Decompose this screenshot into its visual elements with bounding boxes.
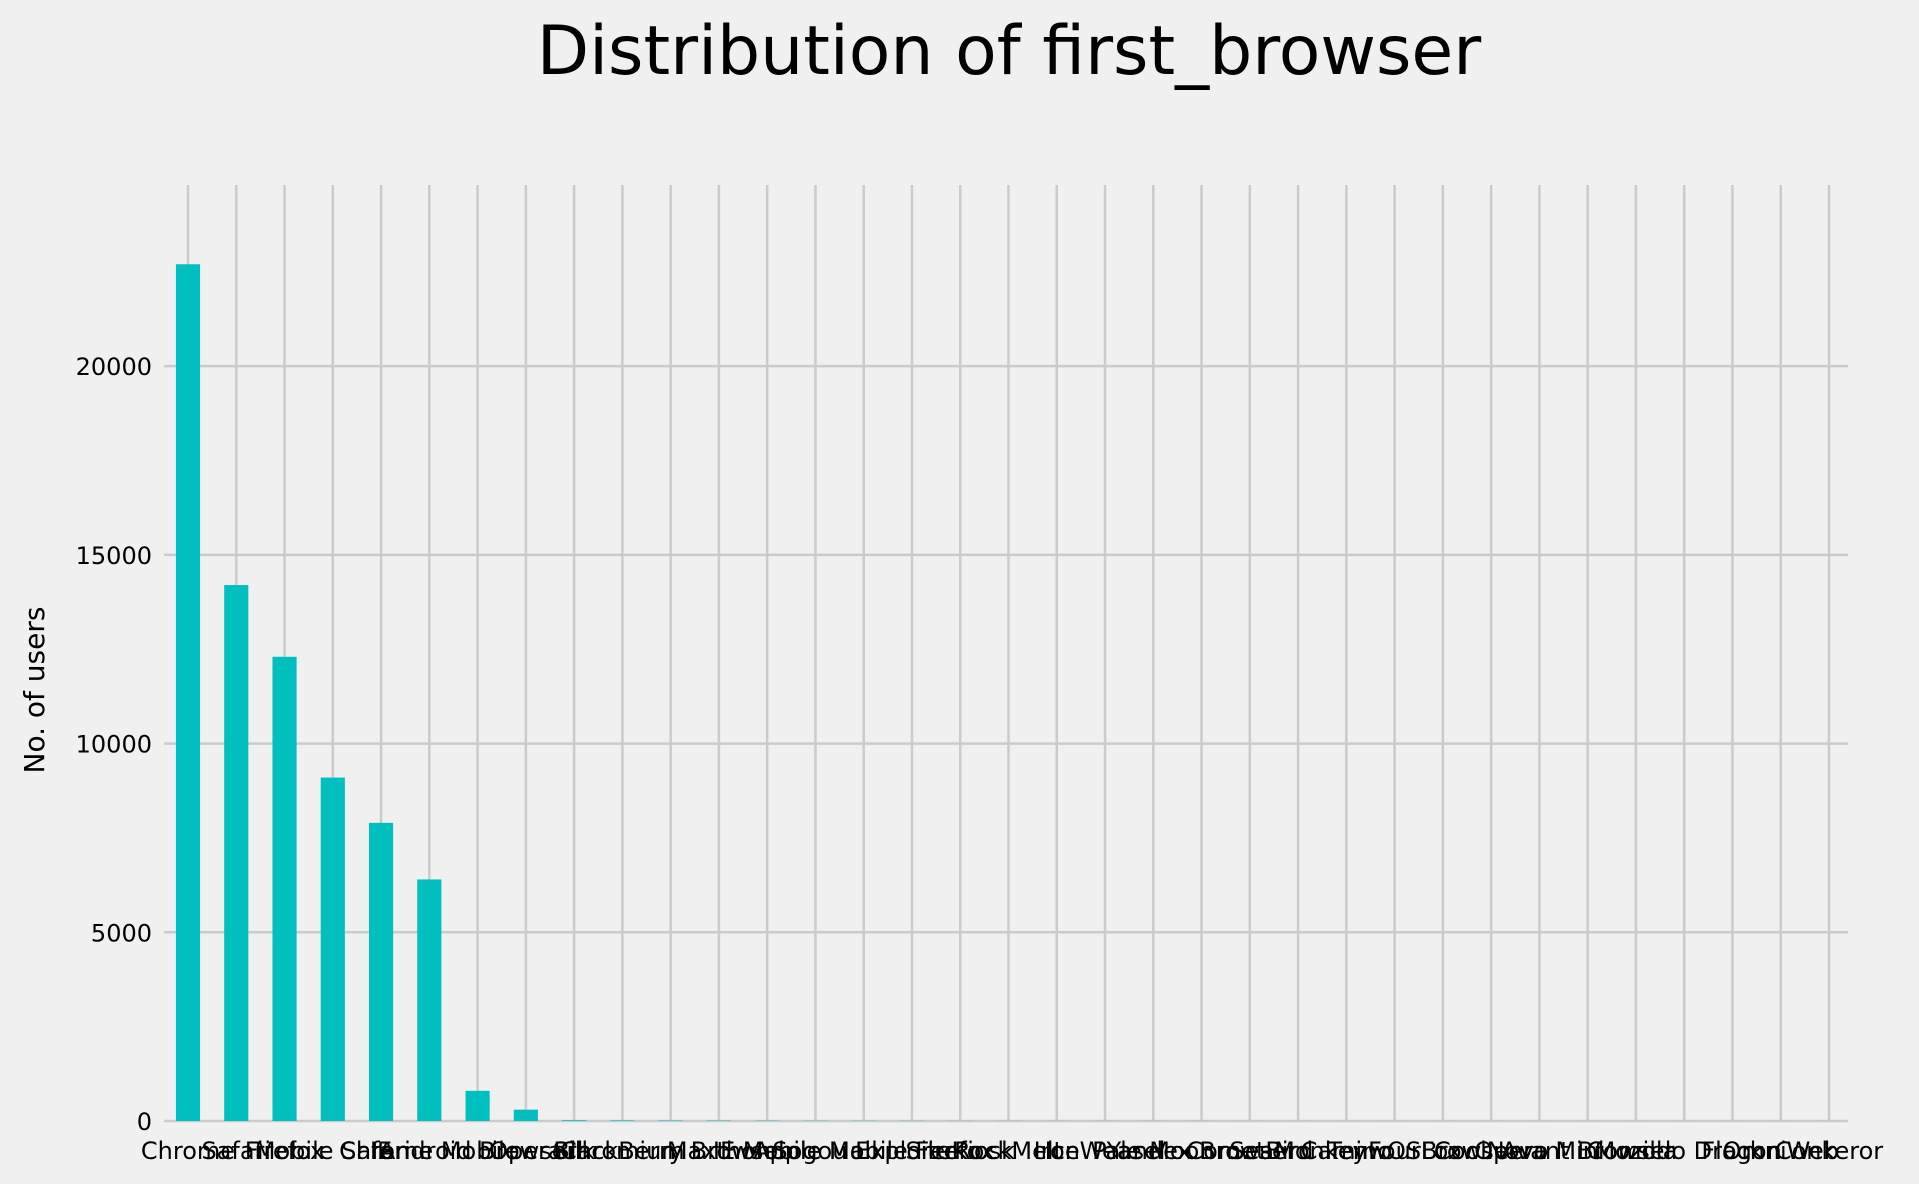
- bar-chrome: [175, 264, 201, 1121]
- x-tick-label: Mobile Firefox: [829, 1137, 995, 1165]
- x-tick-label: wOSBrowser: [1367, 1137, 1518, 1165]
- x-tick-label: Sogou Explorer: [772, 1137, 955, 1165]
- bars: [175, 264, 1842, 1121]
- x-tick-label: Safari: [201, 1137, 271, 1165]
- x-tick-label: Flock: [1701, 1137, 1763, 1165]
- x-tick-label: Chromium: [560, 1137, 685, 1165]
- x-tick-label: TenFourFox: [1326, 1137, 1461, 1165]
- y-tick-labels: 0 5000 10000 15000 20000: [76, 353, 152, 1136]
- x-tick-label: IceWeasel: [1045, 1137, 1166, 1165]
- x-tick-label: OmniWeb: [1722, 1137, 1838, 1165]
- x-tick-label: BlackBerry Browser: [553, 1137, 788, 1165]
- grid-lines: [164, 185, 1848, 1123]
- x-tick-label: SeaMonkey: [1229, 1137, 1366, 1165]
- x-tick-label: Yandex.Browser: [1106, 1137, 1297, 1165]
- x-tick-label: CoolNovo: [1434, 1137, 1548, 1165]
- bar-firefox: [272, 656, 297, 1121]
- bar-android-browser: [465, 1090, 490, 1121]
- bar-chrome-mobile: [417, 879, 442, 1121]
- y-tick-label: 15000: [76, 542, 152, 570]
- x-tick-label: Mozilla: [1595, 1137, 1678, 1165]
- x-tick-label: Silk: [553, 1137, 596, 1165]
- x-tick-label: IE: [370, 1137, 392, 1165]
- x-tick-label: Iron: [1034, 1137, 1080, 1165]
- x-tick-label: RockMelt: [954, 1137, 1063, 1165]
- y-tick-label: 10000: [76, 731, 152, 759]
- bar-opera: [513, 1109, 538, 1121]
- x-tick-label: Firefox: [245, 1137, 324, 1165]
- bar-silk: [562, 1120, 587, 1121]
- y-axis-label: No. of users: [18, 607, 51, 774]
- x-tick-label: Camino: [1301, 1137, 1392, 1165]
- x-tick-label: Avant Browser: [1501, 1137, 1675, 1165]
- bar-mobile-safari: [320, 777, 345, 1121]
- x-tick-label: Apple Mail: [753, 1137, 878, 1165]
- x-tick-label: SiteKiosk: [905, 1137, 1015, 1165]
- chart-title: Distribution of first_browser: [537, 12, 1481, 91]
- x-tick-label: Conkeror: [1775, 1137, 1883, 1165]
- y-tick-label: 5000: [91, 919, 152, 947]
- x-tick-label: Android Browser: [379, 1137, 577, 1165]
- x-tick-label: CometBird: [1186, 1137, 1313, 1165]
- x-tick-label: Opera Mini: [1474, 1137, 1604, 1165]
- x-tick-label: Pale Moon: [1092, 1137, 1214, 1165]
- y-tick-label: 0: [137, 1108, 152, 1136]
- x-tick-label: Chrome Mobile: [339, 1137, 520, 1165]
- bar-safari: [224, 585, 249, 1121]
- x-tick-label: Comodo Dragon: [1587, 1137, 1782, 1165]
- x-tick-label: Chrome: [141, 1137, 235, 1165]
- x-tick-label: Opera: [489, 1137, 562, 1165]
- x-tick-label: Mobile Safari: [255, 1137, 411, 1165]
- bar-chromium: [610, 1120, 635, 1121]
- x-tick-label: Maxthon: [667, 1137, 771, 1165]
- y-tick-label: 20000: [76, 353, 152, 381]
- x-tick-label: IE Mobile: [713, 1137, 822, 1165]
- bar-ie: [368, 822, 394, 1121]
